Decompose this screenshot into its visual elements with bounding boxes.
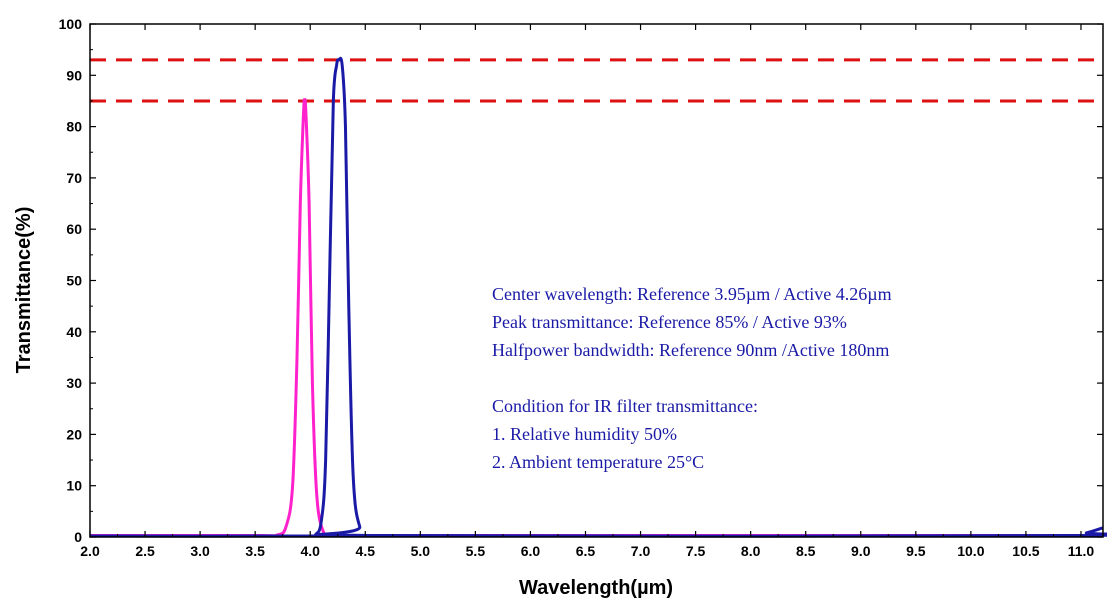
y-axis-title: Transmittance(%) bbox=[13, 207, 35, 374]
x-tick-label: 5.0 bbox=[411, 543, 431, 559]
annotation-temperature: 2. Ambient temperature 25°C bbox=[492, 452, 704, 472]
x-tick-label: 7.5 bbox=[686, 543, 706, 559]
x-tick-label: 2.5 bbox=[135, 543, 155, 559]
y-tick-label: 90 bbox=[66, 67, 82, 83]
annotation-peak-transmittance: Peak transmittance: Reference 85% / Acti… bbox=[492, 312, 847, 332]
x-tick-label: 4.0 bbox=[300, 543, 320, 559]
y-axis: 0 10 20 30 40 50 60 70 80 90 100 bbox=[59, 16, 1103, 545]
x-tick-label: 3.5 bbox=[245, 543, 265, 559]
x-tick-label: 9.0 bbox=[851, 543, 871, 559]
x-tick-label: 11.0 bbox=[1068, 543, 1095, 559]
x-tick-label: 7.0 bbox=[631, 543, 651, 559]
series-layer bbox=[89, 56, 1107, 538]
series-line-1 bbox=[89, 56, 1107, 538]
y-tick-label: 40 bbox=[66, 324, 82, 340]
x-tick-label: 10.0 bbox=[957, 543, 984, 559]
y-tick-label: 50 bbox=[66, 273, 82, 289]
x-tick-label: 8.5 bbox=[796, 543, 816, 559]
y-tick-label: 80 bbox=[66, 119, 82, 135]
annotation-halfpower-bandwidth: Halfpower bandwidth: Reference 90nm /Act… bbox=[492, 340, 889, 360]
x-tick-label: 3.0 bbox=[190, 543, 210, 559]
y-tick-label: 10 bbox=[66, 478, 82, 494]
x-tick-label: 5.5 bbox=[466, 543, 486, 559]
annotation-block: Center wavelength: Reference 3.95µm / Ac… bbox=[492, 284, 892, 472]
x-axis-title: Wavelength(µm) bbox=[519, 577, 673, 599]
x-tick-label: 2.0 bbox=[80, 543, 100, 559]
y-tick-label: 100 bbox=[59, 16, 83, 32]
x-tick-label: 10.5 bbox=[1012, 543, 1039, 559]
y-tick-label: 70 bbox=[66, 170, 82, 186]
x-tick-label: 6.0 bbox=[521, 543, 541, 559]
y-tick-label: 0 bbox=[74, 529, 82, 545]
reference-lines bbox=[90, 58, 1103, 103]
annotation-center-wavelength: Center wavelength: Reference 3.95µm / Ac… bbox=[492, 284, 892, 304]
x-tick-label: 6.5 bbox=[576, 543, 596, 559]
x-axis: 2.0 2.5 3.0 3.5 4.0 4.5 5.0 5.5 6.0 6.5 7.0 7.5 8.0 8… bbox=[80, 24, 1094, 559]
y-tick-label: 30 bbox=[66, 375, 82, 391]
y-tick-label: 60 bbox=[66, 221, 82, 237]
x-tick-label: 9.5 bbox=[906, 543, 926, 559]
x-tick-label: 8.0 bbox=[741, 543, 761, 559]
x-tick-label: 4.5 bbox=[356, 543, 376, 559]
annotation-humidity: 1. Relative humidity 50% bbox=[492, 424, 677, 444]
annotation-condition-title: Condition for IR filter transmittance: bbox=[492, 396, 758, 416]
y-tick-label: 20 bbox=[66, 426, 82, 442]
plot-area bbox=[90, 24, 1103, 537]
